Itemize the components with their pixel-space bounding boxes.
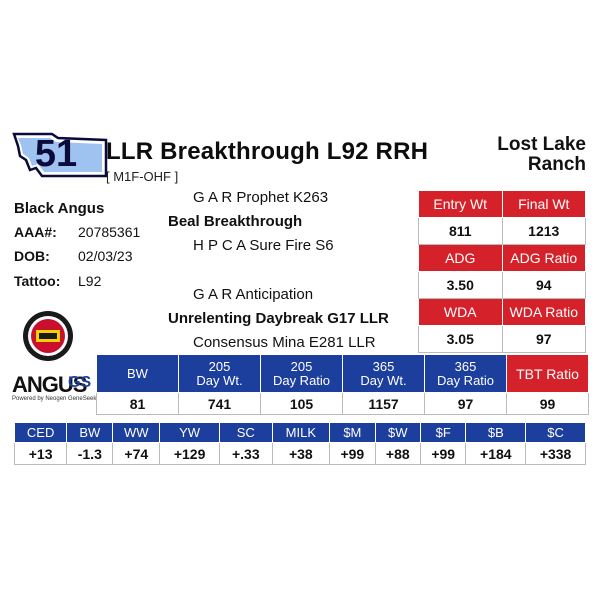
epd-header-bw: BW — [66, 422, 114, 443]
perf-header-205-wt: 205 Day Wt. — [178, 354, 261, 393]
epd-header-c: $C — [525, 422, 586, 443]
aaa-row: AAA#: 20785361 — [14, 224, 140, 240]
weight-table: Entry Wt Final Wt 811 1213 ADG ADG Ratio… — [418, 190, 586, 353]
adg-header: ADG — [418, 244, 503, 272]
epd-value-ced: +13 — [13, 442, 68, 465]
aaa-value: 20785361 — [78, 224, 141, 240]
pedigree-dam-dam: Consensus Mina E281 LLR — [193, 334, 376, 351]
breed: Black Angus — [14, 200, 105, 217]
perf-header-tbt-ratio: TBT Ratio — [506, 354, 589, 393]
wda-value: 3.05 — [418, 325, 503, 353]
perf-header-365-ratio: 365 Day Ratio — [424, 354, 507, 393]
ranch-name-line1: Lost Lake — [497, 134, 586, 155]
perf-header-365-wt-l1: 365 — [372, 358, 395, 374]
entry-wt-header: Entry Wt — [418, 190, 503, 218]
epd-value-w: +88 — [374, 442, 422, 465]
pedigree-dam-sire: G A R Anticipation — [193, 286, 314, 303]
final-wt-header: Final Wt — [501, 190, 586, 218]
perf-value-365-wt: 1157 — [342, 392, 425, 415]
tattoo-label: Tattoo: — [14, 273, 61, 289]
perf-header-205-ratio-l1: 205 — [290, 358, 313, 374]
adg-ratio-header: ADG Ratio — [501, 244, 586, 272]
aaa-label: AAA#: — [14, 224, 57, 240]
epd-value-c: +338 — [525, 442, 586, 465]
lot-badge: 51 — [12, 130, 108, 180]
performance-table: BW 205 Day Wt. 205 Day Ratio 365 Day Wt.… — [96, 354, 589, 415]
epd-header-ced: CED — [13, 422, 68, 443]
pedigree-sire: Beal Breakthrough — [168, 213, 303, 230]
ranch-name: Lost Lake Ranch — [456, 135, 586, 175]
tattoo-value: L92 — [78, 273, 102, 289]
epd-header-m: $M — [329, 422, 376, 443]
epd-header-b: $B — [465, 422, 527, 443]
perf-header-365-wt: 365 Day Wt. — [342, 354, 425, 393]
montana-state-icon — [12, 132, 108, 178]
final-wt-value: 1213 — [501, 217, 586, 245]
epd-header-milk: MILK — [271, 422, 331, 443]
epd-table: CED BW WW YW SC MILK $M $W $F $B $C +13 … — [13, 422, 586, 465]
perf-value-bw: 81 — [96, 392, 179, 415]
tattoo-row: Tattoo: L92 — [14, 273, 101, 289]
dob-row: DOB: 02/03/23 — [14, 248, 133, 264]
epd-value-m: +99 — [329, 442, 376, 465]
dob-label: DOB: — [14, 248, 50, 264]
angus-logo-subtitle: Powered by Neogen GeneSeek — [12, 396, 97, 402]
perf-header-365-ratio-l1: 365 — [454, 358, 477, 374]
pedigree-dam: Unrelenting Daybreak G17 LLR — [168, 310, 389, 327]
adg-ratio-value: 94 — [501, 271, 586, 299]
epd-value-b: +184 — [465, 442, 527, 465]
pedigree-sire-sire: G A R Prophet K263 — [193, 189, 329, 206]
perf-header-205-wt-l1: 205 — [208, 358, 231, 374]
perf-header-365-wt-l2: Day Wt. — [360, 372, 407, 388]
perf-header-bw-l1: BW — [127, 365, 148, 381]
certified-angus-seal-icon — [23, 311, 73, 361]
epd-header-sc: SC — [219, 422, 273, 443]
epd-header-w: $W — [374, 422, 422, 443]
perf-header-205-ratio-l2: Day Ratio — [272, 372, 331, 388]
entry-wt-value: 811 — [418, 217, 503, 245]
perf-value-205-ratio: 105 — [260, 392, 343, 415]
epd-value-ww: +74 — [112, 442, 161, 465]
epd-header-f: $F — [419, 422, 467, 443]
angus-logo-gs: GS — [68, 374, 92, 391]
epd-value-yw: +129 — [159, 442, 220, 465]
registration-code: [ M1F-OHF ] — [106, 169, 179, 184]
epd-header-yw: YW — [159, 422, 220, 443]
wda-ratio-header: WDA Ratio — [501, 298, 586, 326]
wda-ratio-value: 97 — [501, 325, 586, 353]
angus-gs-logo: ANGUS GS Powered by Neogen GeneSeek — [12, 372, 96, 406]
perf-header-bw: BW — [96, 354, 179, 393]
perf-value-205-wt: 741 — [178, 392, 261, 415]
adg-value: 3.50 — [418, 271, 503, 299]
wda-header: WDA — [418, 298, 503, 326]
dob-value: 02/03/23 — [78, 248, 133, 264]
epd-value-sc: +.33 — [219, 442, 273, 465]
perf-header-205-ratio: 205 Day Ratio — [260, 354, 343, 393]
perf-value-tbt-ratio: 99 — [506, 392, 589, 415]
ranch-name-line2: Ranch — [527, 154, 586, 175]
epd-header-ww: WW — [112, 422, 161, 443]
epd-value-f: +99 — [419, 442, 467, 465]
pedigree-sire-dam: H P C A Sure Fire S6 — [193, 237, 334, 254]
epd-value-bw: -1.3 — [66, 442, 114, 465]
animal-name: LLR Breakthrough L92 RRH — [106, 138, 429, 165]
epd-value-milk: +38 — [271, 442, 331, 465]
perf-header-205-wt-l2: Day Wt. — [196, 372, 243, 388]
angus-logo-word: ANGUS — [12, 372, 87, 397]
lot-number: 51 — [34, 133, 78, 175]
perf-value-365-ratio: 97 — [424, 392, 507, 415]
perf-header-365-ratio-l2: Day Ratio — [436, 372, 495, 388]
